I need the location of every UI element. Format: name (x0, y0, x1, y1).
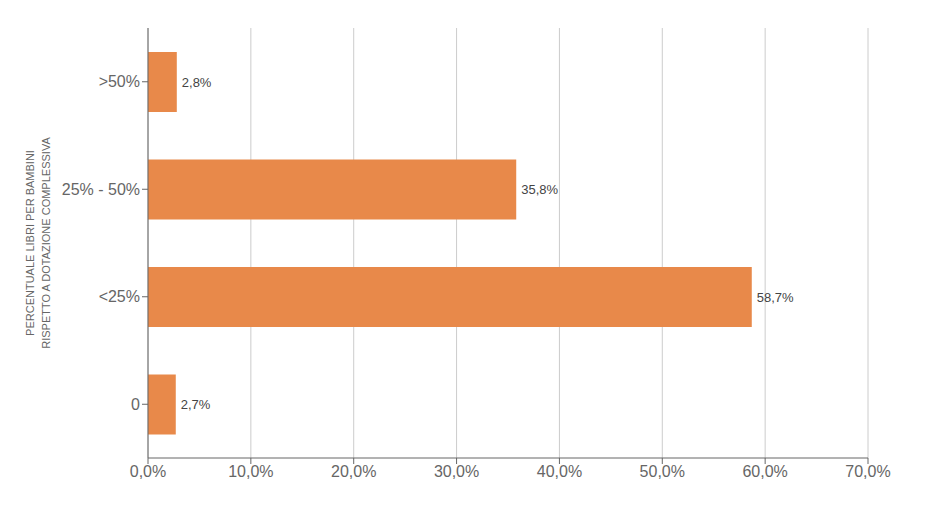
svg-text:0: 0 (131, 396, 140, 413)
svg-text:2,7%: 2,7% (181, 397, 211, 412)
svg-text:35,8%: 35,8% (521, 182, 558, 197)
svg-text:50,0%: 50,0% (640, 463, 685, 480)
svg-text:RISPETTO A DOTAZIONE COMPLESSI: RISPETTO A DOTAZIONE COMPLESSIVA (40, 137, 52, 349)
svg-text:0,0%: 0,0% (130, 463, 166, 480)
svg-text:60,0%: 60,0% (742, 463, 787, 480)
svg-text:20,0%: 20,0% (331, 463, 376, 480)
svg-text:58,7%: 58,7% (757, 290, 794, 305)
svg-text:>50%: >50% (99, 73, 140, 90)
svg-text:40,0%: 40,0% (537, 463, 582, 480)
svg-text:25% - 50%: 25% - 50% (62, 181, 140, 198)
svg-text:30,0%: 30,0% (434, 463, 479, 480)
svg-text:<25%: <25% (99, 288, 140, 305)
svg-text:10,0%: 10,0% (228, 463, 273, 480)
svg-text:2,8%: 2,8% (182, 75, 212, 90)
svg-text:70,0%: 70,0% (845, 463, 890, 480)
svg-text:PERCENTUALE LIBRI PER BAMBINI: PERCENTUALE LIBRI PER BAMBINI (24, 150, 36, 336)
